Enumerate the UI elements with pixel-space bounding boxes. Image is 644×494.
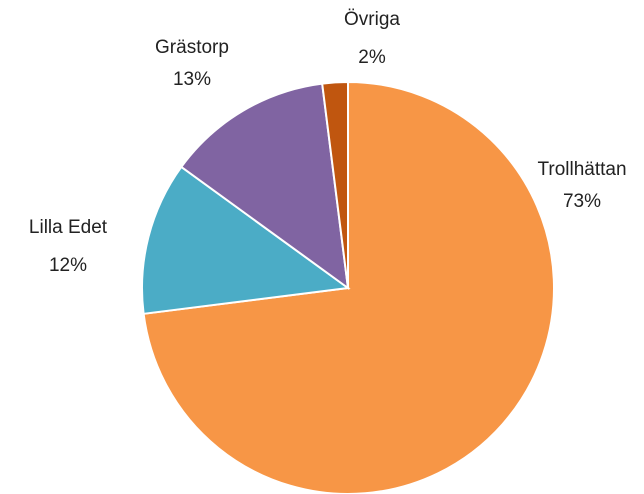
slice-value-label: 13% bbox=[173, 69, 211, 90]
slice-label: Trollhättan bbox=[537, 159, 626, 180]
pie-slice bbox=[141, 165, 351, 315]
pie-slice bbox=[179, 82, 350, 291]
slice-label: Lilla Edet bbox=[29, 217, 108, 238]
slice-label: Övriga bbox=[344, 9, 400, 30]
slice-value-label: 12% bbox=[49, 255, 87, 276]
pie-slice bbox=[321, 80, 349, 289]
slice-value-label: 73% bbox=[563, 191, 601, 212]
slice-label: Grästorp bbox=[155, 37, 229, 58]
slice-value-label: 2% bbox=[358, 47, 386, 68]
